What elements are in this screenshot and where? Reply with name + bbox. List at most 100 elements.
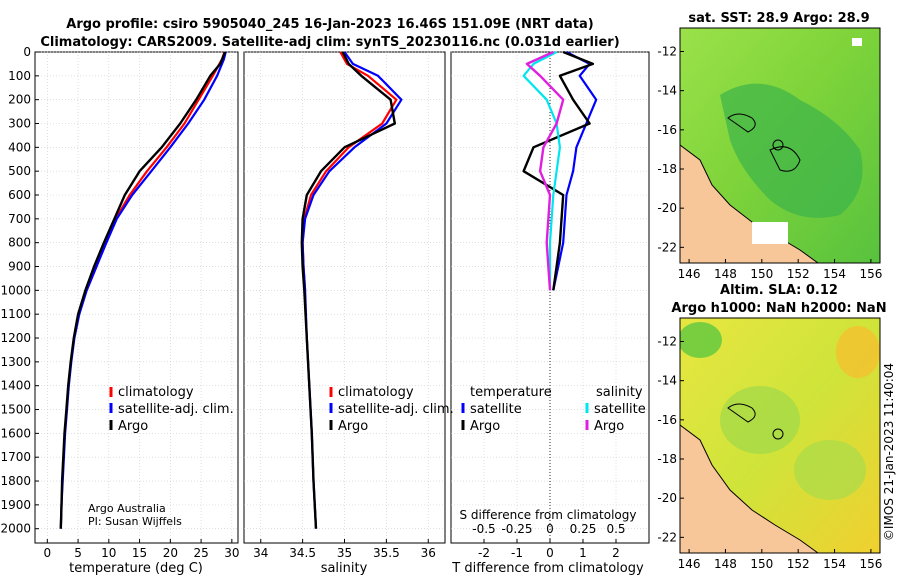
map-x-tick-label: 154 — [823, 557, 846, 571]
map-x-tick-label: 154 — [823, 267, 846, 281]
x-tick-label: 10 — [101, 546, 116, 560]
temperature-axes — [34, 51, 239, 544]
y-tick-label: 1600 — [0, 426, 31, 440]
x-tick-label: 34.5 — [289, 546, 316, 560]
map-x-tick-label: 156 — [859, 557, 882, 571]
legend-label-satellite: satellite-adj. clim. — [338, 402, 454, 417]
sst-missing-data — [752, 222, 788, 244]
x-tick-label: 15 — [132, 546, 147, 560]
x-tick-label: 30 — [224, 546, 239, 560]
s-difference-label: S difference from climatology — [460, 508, 637, 522]
x-tick-label: 20 — [163, 546, 178, 560]
x-tick-label: 35.5 — [373, 546, 400, 560]
y-tick-label: 0 — [23, 45, 31, 59]
series-temperature-satellite — [552, 51, 598, 291]
y-tick-label: 700 — [8, 212, 31, 226]
legend-header-temperature: temperature — [470, 385, 552, 400]
sla-land — [680, 425, 818, 553]
y-tick-label: 100 — [8, 69, 31, 83]
series-temperature-argo — [522, 50, 595, 291]
sla-map-frame — [679, 317, 881, 554]
legend-label-climatology: climatology — [118, 385, 194, 400]
y-tick-label: 1100 — [0, 307, 31, 321]
y-tick-label: 500 — [8, 164, 31, 178]
credit-line1: Argo Australia — [88, 502, 166, 515]
credit-line2: PI: Susan Wijffels — [88, 515, 182, 528]
sst-map-ticks: 146 148 150 152 154 156 -12 -14 -16 -18 -20 -22 — [657, 45, 882, 282]
sla-mid-patch — [720, 386, 800, 454]
y-tick-label: 1800 — [0, 474, 31, 488]
s-tick-label: -0.25 — [501, 522, 532, 536]
map-y-tick-label: -20 — [657, 491, 677, 505]
sst-map-frame — [679, 27, 881, 264]
x-tick-label: 2 — [612, 546, 620, 560]
map-x-tick-label: 148 — [714, 557, 737, 571]
y-tick-label: 2000 — [0, 522, 31, 536]
salinity-panel: 34 34.5 35 35.5 36 — [243, 51, 446, 560]
map-y-tick-label: -14 — [657, 374, 677, 388]
s-tick-label: 0 — [546, 522, 554, 536]
x-tick-label: 35 — [337, 546, 352, 560]
x-tick-label: 1 — [579, 546, 587, 560]
map-y-tick-label: -20 — [657, 201, 677, 215]
map-y-tick-label: -22 — [657, 530, 677, 544]
map-y-tick-label: -14 — [657, 84, 677, 98]
sla-coastline — [680, 424, 819, 553]
s-tick-label: -0.5 — [472, 522, 495, 536]
x-tick-label: -1 — [511, 546, 523, 560]
sst-land — [680, 145, 818, 263]
x-tick-label: 0 — [546, 546, 554, 560]
legend-label-satellite: satellite-adj. clim. — [118, 402, 234, 417]
map-x-tick-label: 150 — [750, 267, 773, 281]
imos-watermark: ©IMOS 21-Jan-2023 11:40:04 — [882, 363, 896, 541]
salinity-legend: climatology satellite-adj. clim. Argo — [329, 385, 454, 434]
sst-map-title: sat. SST: 28.9 Argo: 28.9 — [688, 11, 869, 26]
s-tick-label: 0.5 — [606, 522, 625, 536]
sst-warm-patch — [720, 83, 863, 218]
legend-label-climatology: climatology — [338, 385, 414, 400]
y-tick-label: 600 — [8, 188, 31, 202]
map-y-tick-label: -12 — [657, 45, 677, 59]
x-tick-label: 36 — [421, 546, 436, 560]
sst-map — [680, 28, 880, 263]
map-y-tick-label: -18 — [657, 452, 677, 466]
y-tick-label: 1000 — [0, 283, 31, 297]
sla-high-patch — [836, 326, 880, 378]
sla-map-ticks: 146 148 150 152 154 156 -12 -14 -16 -18 -20 -22 — [657, 335, 882, 572]
sla-map-title2: Argo h1000: NaN h2000: NaN — [671, 301, 886, 316]
map-y-tick-label: -16 — [657, 123, 677, 137]
y-tick-label: 800 — [8, 236, 31, 250]
legend-label-s-argo: Argo — [594, 419, 624, 434]
legend-label-s-satellite: satellite — [594, 402, 646, 417]
map-x-tick-label: 152 — [787, 267, 810, 281]
legend-header-salinity: salinity — [596, 385, 643, 400]
salinity-xlabel: salinity — [321, 561, 368, 576]
sst-argo-location — [772, 139, 784, 151]
y-tick-label: 1700 — [0, 450, 31, 464]
s-difference-ticks: -0.5 -0.25 0 0.25 0.5 — [472, 522, 625, 536]
sst-missing-data — [852, 38, 862, 46]
sst-reef-outline — [769, 146, 801, 172]
map-y-tick-label: -12 — [657, 335, 677, 349]
legend-label-t-argo: Argo — [470, 419, 500, 434]
y-tick-label: 1300 — [0, 355, 31, 369]
sst-coastline — [680, 144, 819, 263]
series-argo — [59, 51, 227, 529]
map-y-tick-label: -16 — [657, 413, 677, 427]
map-x-tick-label: 146 — [678, 267, 701, 281]
map-x-tick-label: 156 — [859, 267, 882, 281]
sla-argo-location — [772, 428, 784, 440]
map-x-tick-label: 146 — [678, 557, 701, 571]
y-tick-label: 1400 — [0, 379, 31, 393]
legend-label-argo: Argo — [338, 419, 368, 434]
sst-reef-outline — [727, 113, 756, 133]
y-tick-label: 1500 — [0, 403, 31, 417]
y-tick-label: 300 — [8, 117, 31, 131]
map-y-tick-label: -22 — [657, 240, 677, 254]
y-tick-label: 1200 — [0, 331, 31, 345]
sla-reef-outline — [727, 403, 756, 423]
sla-mid-patch — [794, 440, 866, 500]
difference-panel: -2 -1 0 1 2 — [450, 50, 650, 560]
title-line2: Climatology: CARS2009. Satellite-adj cli… — [40, 35, 619, 50]
